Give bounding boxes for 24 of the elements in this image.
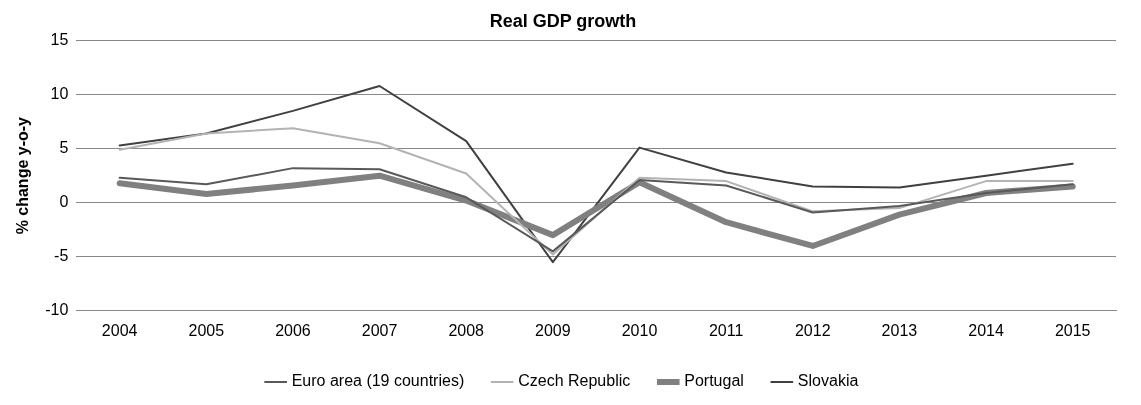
x-tick-label: 2008 [448,321,485,339]
x-tick-label: 2014 [968,321,1004,339]
y-tick-label: 15 [50,31,69,49]
legend-label: Czech Republic [518,372,631,390]
legend-label: Euro area (19 countries) [291,372,465,390]
x-tick-label: 2010 [621,321,658,339]
chart-title: Real GDP growth [489,10,637,31]
y-tick-label: 0 [59,193,69,211]
y-tick-label: -5 [54,247,69,265]
x-tick-label: 2005 [188,321,225,339]
x-tick-label: 2009 [535,321,571,339]
x-tick-label: 2012 [794,321,831,339]
y-tick-label: 10 [50,85,69,103]
x-tick-label: 2015 [1054,321,1091,339]
x-tick-label: 2004 [101,321,138,339]
x-tick-label: 2006 [275,321,311,339]
x-tick-label: 2007 [361,321,398,339]
x-tick-label: 2011 [708,321,744,339]
x-tick-label: 2013 [881,321,918,339]
y-axis-title: % change y-o-y [14,116,32,235]
legend-label: Slovakia [797,372,859,390]
legend-label: Portugal [684,372,744,390]
y-tick-label: 5 [59,139,69,157]
y-tick-label: -10 [45,301,69,319]
